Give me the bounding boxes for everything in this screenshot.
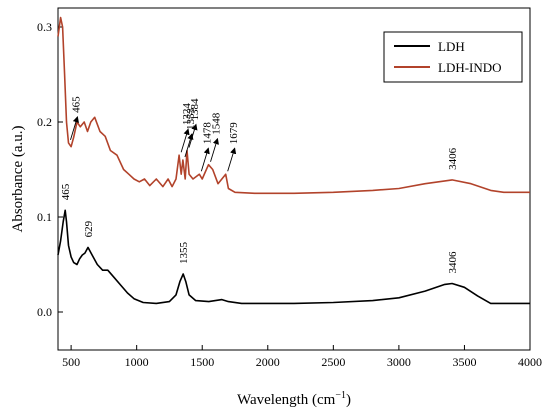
- y-tick-label: 0.0: [37, 305, 52, 319]
- x-tick-label: 1000: [125, 355, 149, 369]
- peak-label: 1548: [211, 112, 223, 135]
- x-tick-label: 4000: [518, 355, 542, 369]
- peak-label: 1679: [228, 122, 240, 144]
- peak-label: 629: [83, 220, 95, 237]
- peak-label: 465: [60, 183, 72, 200]
- peak-label: 3406: [447, 251, 459, 274]
- y-tick-label: 0.2: [37, 115, 52, 129]
- peak-arrow: [200, 147, 210, 172]
- series-line-ldh-indo: [57, 16, 530, 195]
- y-axis-tick-labels: 0.0 0.1 0.2 0.3: [37, 20, 52, 319]
- legend-box: [383, 31, 523, 83]
- peak-arrow: [70, 116, 79, 141]
- x-tick-label: 2500: [321, 355, 345, 369]
- legend-label-ldh: LDH: [438, 39, 465, 54]
- y-tick-label: 0.3: [37, 20, 52, 34]
- x-tick-label: 3500: [452, 355, 476, 369]
- x-axis-tick-labels: 500 1000 1500 2000 2500 3000 3500 4000: [62, 355, 542, 369]
- peak-label: 1324: [181, 103, 193, 126]
- x-axis-title: Wavelength (cm−1): [237, 390, 351, 408]
- peak-arrow: [180, 128, 190, 153]
- x-tick-label: 1500: [190, 355, 214, 369]
- x-tick-label: 2000: [256, 355, 280, 369]
- legend: LDH LDH-INDO: [383, 31, 523, 83]
- x-tick-label: 3000: [387, 355, 411, 369]
- legend-label-ldh-indo: LDH-INDO: [438, 60, 502, 75]
- peak-arrow: [188, 123, 198, 148]
- peak-label: 1384: [189, 98, 201, 121]
- peak-label: 3406: [447, 147, 459, 170]
- plot-area-frame: [57, 7, 531, 351]
- x-tick-label: 500: [62, 355, 80, 369]
- series-line-ldh: [57, 209, 530, 305]
- y-tick-label: 0.1: [37, 210, 52, 224]
- series-lines: [57, 16, 530, 305]
- peak-arrow: [210, 137, 219, 162]
- y-axis-title: Absorbance (a.u.): [10, 125, 26, 232]
- peak-label: 1478: [201, 122, 213, 145]
- peak-arrow: [184, 133, 194, 158]
- peak-label: 1355: [178, 241, 190, 264]
- peak-arrow: [227, 147, 237, 172]
- peak-label: 465: [71, 96, 83, 113]
